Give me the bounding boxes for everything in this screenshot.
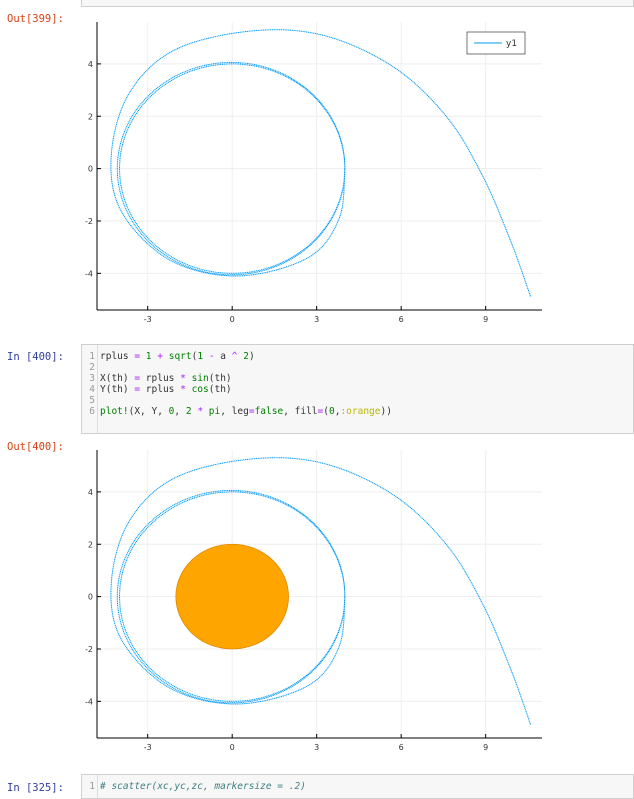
code-cell-325[interactable]: 1 # scatter(xc,yc,zc, markersize = .2) <box>81 774 634 799</box>
code-line[interactable]: 5 <box>82 395 633 406</box>
y-tick-label: 2 <box>88 540 93 549</box>
line-number: 4 <box>89 384 95 395</box>
x-tick-label: 3 <box>314 315 319 324</box>
line-number-gutter <box>97 775 98 798</box>
y-tick-label: 0 <box>88 165 93 174</box>
x-tick-label: 9 <box>483 743 488 752</box>
code-line[interactable]: 1 rplus = 1 + sqrt(1 - a ^ 2) <box>82 351 633 362</box>
input-prompt-325: In [325]: <box>7 782 64 794</box>
horizon-disk <box>175 543 289 650</box>
orbit-plot-1: -3 0 3 6 9 4 2 0 -2 -4 y1 <box>85 22 542 324</box>
y-tick-label: -4 <box>85 697 93 706</box>
code-line[interactable]: 1 # scatter(xc,yc,zc, markersize = .2) <box>82 781 633 792</box>
code-line[interactable]: 3 X(th) = rplus * sin(th) <box>82 373 633 384</box>
code-cell-400[interactable]: 1 rplus = 1 + sqrt(1 - a ^ 2) 2 3 X(th) = rp… <box>81 344 634 434</box>
legend-label: y1 <box>506 39 517 49</box>
line-number: 2 <box>89 362 95 373</box>
y-tick-label: 4 <box>88 60 93 69</box>
line-number: 1 <box>89 781 95 792</box>
y-tick-label: 4 <box>88 488 93 497</box>
orbit-spiral-arm <box>110 29 532 298</box>
y-tick-label: -2 <box>85 217 93 226</box>
x-tick-label: 9 <box>483 315 488 324</box>
orbit-inner-loops <box>116 489 346 704</box>
code-text[interactable]: # scatter(xc,yc,zc, markersize = .2) <box>100 781 306 792</box>
y-tick-label: -4 <box>85 269 93 278</box>
line-number: 5 <box>89 395 95 406</box>
code-text[interactable]: X(th) = rplus * sin(th) <box>100 373 232 384</box>
orbit-spiral-arm <box>110 457 532 726</box>
code-line[interactable]: 2 <box>82 362 633 373</box>
line-number: 1 <box>89 351 95 362</box>
x-tick-label: -3 <box>144 743 152 752</box>
code-line[interactable]: 4 Y(th) = rplus * cos(th) <box>82 384 633 395</box>
code-line[interactable]: 6 plot!(X, Y, 0, 2 * pi, leg=false, fill=… <box>82 406 633 417</box>
y-tick-label: 0 <box>88 593 93 602</box>
y-tick-label: -2 <box>85 645 93 654</box>
output-prompt-400: Out[400]: <box>7 441 64 453</box>
x-tick-label: 6 <box>399 743 404 752</box>
x-tick-label: 0 <box>230 743 235 752</box>
code-text[interactable]: plot!(X, Y, 0, 2 * pi, leg=false, fill=(… <box>100 406 392 417</box>
legend: y1 <box>466 31 526 55</box>
y-tick-label: 2 <box>88 112 93 121</box>
x-tick-label: 3 <box>314 743 319 752</box>
code-text[interactable]: rplus = 1 + sqrt(1 - a ^ 2) <box>100 351 255 362</box>
x-tick-label: 0 <box>230 315 235 324</box>
x-tick-label: 6 <box>399 315 404 324</box>
line-number-gutter <box>97 345 98 433</box>
orbit-inner-loops <box>116 61 346 276</box>
output-prompt-399: Out[399]: <box>7 13 64 25</box>
x-tick-label: -3 <box>144 315 152 324</box>
code-text[interactable]: Y(th) = rplus * cos(th) <box>100 384 232 395</box>
previous-code-cell[interactable] <box>81 0 634 7</box>
line-number: 3 <box>89 373 95 384</box>
line-number: 6 <box>89 406 95 417</box>
input-prompt-400: In [400]: <box>7 351 64 363</box>
orbit-plot-2: -3 0 3 6 9 4 2 0 -2 -4 <box>85 450 542 752</box>
